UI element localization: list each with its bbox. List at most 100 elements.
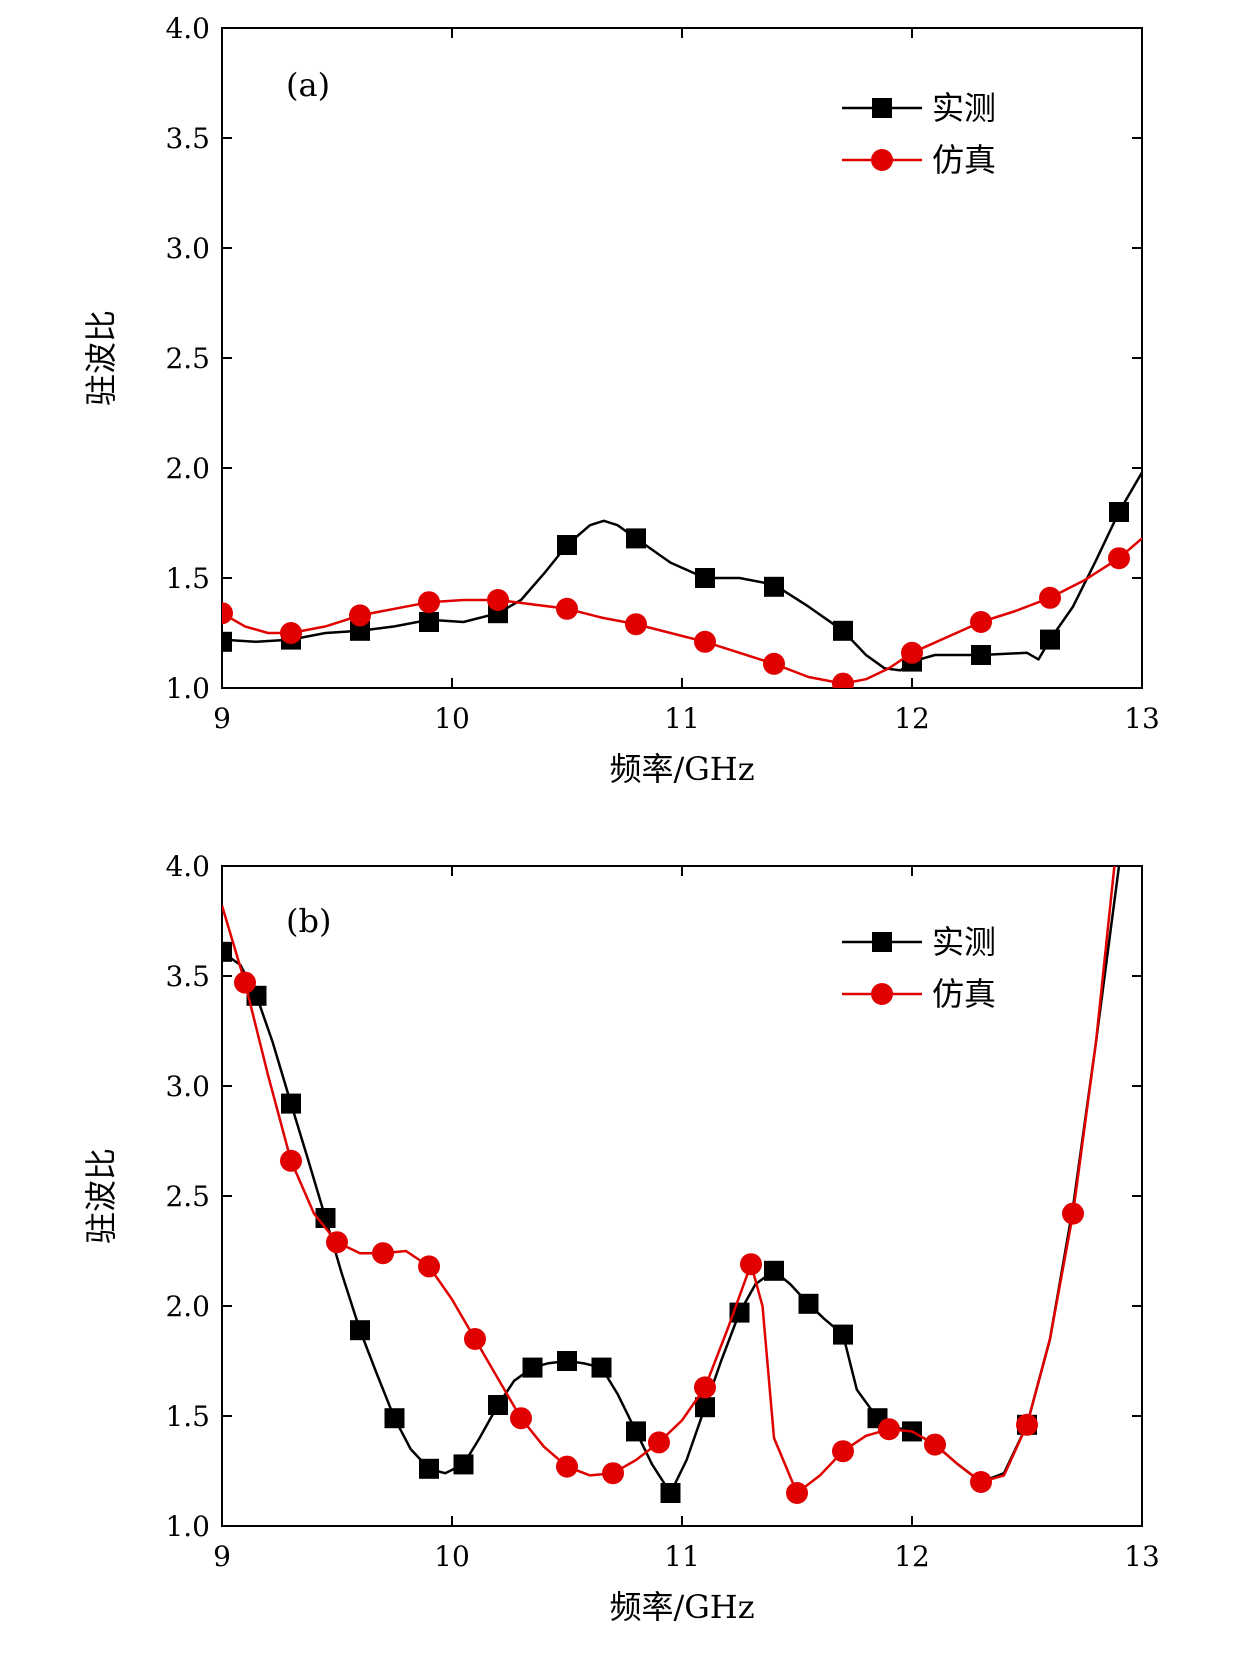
panel-a-x-tick-label: 13 <box>1124 702 1160 735</box>
panel-b-series-measured-point <box>222 941 232 962</box>
panel-b-legend-simulated-label: 仿真 <box>932 975 996 1013</box>
panel-b-series-simulated-point <box>602 1462 624 1485</box>
panel-b-series-measured-point <box>764 1260 784 1281</box>
panel-b-series-simulated-point <box>878 1418 900 1441</box>
panel-a-series-simulated-point <box>222 602 233 625</box>
panel-b-series-simulated-point <box>694 1376 716 1399</box>
panel-a-plot-frame <box>221 27 1143 689</box>
panel-b-series-measured-point <box>833 1324 853 1345</box>
panel-b-y-tick-label: 2.0 <box>165 1290 210 1323</box>
panel-a-series-simulated-point <box>625 613 647 636</box>
panel-b-series-measured-point <box>660 1483 681 1503</box>
panel-b-series-simulated-point <box>970 1471 992 1493</box>
panel-a-x-axis-label: 频率/GHz <box>609 750 754 788</box>
panel-a-y-tick-label: 4.0 <box>165 12 210 45</box>
panel-b-series-simulated-point <box>418 1255 440 1278</box>
panel-b-series-simulated-point <box>648 1431 670 1454</box>
panel-b-y-tick-label: 2.5 <box>165 1180 210 1213</box>
panel-a-series-measured-point <box>222 631 232 652</box>
panel-b-series-simulated-point <box>740 1253 762 1276</box>
panel-a-legend-measured-label: 实测 <box>932 89 996 127</box>
panel-a-series-measured-point <box>833 620 853 641</box>
panel-a-y-tick-label: 2.5 <box>165 342 210 375</box>
panel-a-series-simulated-point <box>418 591 440 614</box>
panel-b-series-measured-point <box>695 1397 715 1418</box>
panel-a-series-measured-point <box>695 568 715 588</box>
chart-panel-b: 9 10 11 12 13 1.0 1.5 2.0 2.5 3.0 3.5 4.0 频率/GHz 驻波比 (… <box>82 850 1160 1626</box>
panel-a-series-simulated-point <box>280 622 302 644</box>
panel-b-series-simulated-point <box>280 1149 302 1172</box>
panel-b-x-tick-label: 10 <box>434 1540 470 1573</box>
panel-b-series-measured-point <box>522 1357 543 1378</box>
panel-b-series-simulated-point <box>556 1455 578 1478</box>
panel-a-x-tick-label: 12 <box>894 702 930 735</box>
panel-a-series-simulated-point <box>970 611 992 633</box>
panel-b-series-simulated-point <box>326 1231 348 1254</box>
panel-b-y-tick-label: 1.0 <box>165 1510 210 1543</box>
panel-b-series-simulated-point <box>924 1433 946 1456</box>
panel-b-x-tick-label: 12 <box>894 1540 930 1573</box>
panel-b-series-measured-point <box>419 1458 439 1479</box>
panel-a-legend-simulated-marker <box>871 149 893 171</box>
panel-b-series-measured-point <box>626 1421 646 1442</box>
panel-a-series-simulated-point <box>349 604 371 627</box>
panel-b-series-measured-point <box>350 1320 370 1341</box>
panel-a-y-tick-label: 2.0 <box>165 452 210 485</box>
panel-a-y-tick-label: 3.5 <box>165 122 210 155</box>
panel-b-series-simulated-point <box>464 1328 486 1350</box>
panel-b-x-tick-label: 13 <box>1124 1540 1160 1573</box>
panel-a-x-tick-label: 11 <box>664 702 700 735</box>
panel-b-series-simulated-point <box>1016 1413 1038 1436</box>
panel-b-series-simulated-point <box>510 1407 532 1430</box>
panel-b-legend-measured-label: 实测 <box>932 923 996 961</box>
panel-a-series-measured-point <box>1040 629 1060 650</box>
panel-b-y-tick-label: 3.0 <box>165 1070 210 1103</box>
panel-a-series-simulated-point <box>487 589 509 611</box>
panel-b-x-tick-label: 9 <box>213 1540 231 1573</box>
panel-a-legend-measured-marker <box>872 98 892 118</box>
panel-b-plot-frame <box>221 865 1143 1527</box>
panel-b-data-area <box>222 866 1121 1504</box>
panel-b-y-tick-label: 1.5 <box>165 1400 210 1433</box>
panel-a-series-simulated-point <box>1039 586 1061 609</box>
panel-a-series-simulated-point <box>556 597 578 620</box>
panel-a-legend-simulated-label: 仿真 <box>932 141 996 179</box>
panel-b-series-measured-point <box>591 1357 612 1378</box>
panel-b-x-axis-label: 频率/GHz <box>609 1588 754 1626</box>
panel-b-x-tick-label: 11 <box>664 1540 700 1573</box>
panel-b-series-measured-point <box>488 1395 508 1415</box>
panel-a-series-simulated-point <box>694 630 716 653</box>
panel-b-y-tick-label: 4.0 <box>165 850 210 883</box>
panel-a-series-measured-point <box>1109 502 1129 522</box>
panel-a-y-axis-label: 驻波比 <box>82 310 120 406</box>
panel-a-y-tick-label: 1.0 <box>165 672 210 705</box>
chart-panel-a: 9 10 11 12 13 1.0 1.5 2.0 2.5 3.0 3.5 4.0 频率/GHz 驻波比 (… <box>82 12 1160 788</box>
panel-a-series-simulated-point <box>832 672 854 688</box>
panel-b-y-axis-label: 驻波比 <box>82 1148 120 1244</box>
panel-b-series-simulated-point <box>234 971 256 994</box>
panel-a-y-tick-label: 3.0 <box>165 232 210 265</box>
panel-a-data-area <box>222 471 1142 688</box>
panel-b-series-measured-point <box>557 1351 577 1371</box>
panel-a-series-measured-point <box>764 576 784 597</box>
panel-b-legend-simulated-marker <box>871 983 893 1005</box>
panel-a-series-measured-point <box>419 612 439 632</box>
panel-a-x-tick-label: 10 <box>434 702 470 735</box>
panel-a-label: (a) <box>286 66 330 104</box>
panel-a-series-measured-point <box>350 620 370 641</box>
panel-b-series-simulated-point <box>372 1242 394 1265</box>
panel-a-series-measured-point <box>557 535 577 555</box>
panel-a-series-measured-point <box>626 528 646 549</box>
panel-a-x-tick-label: 9 <box>213 702 231 735</box>
panel-b-series-measured-point <box>798 1293 819 1314</box>
panel-b-label: (b) <box>286 902 331 940</box>
panel-a-series-simulated-point <box>763 652 785 675</box>
panel-a-series-simulated-point <box>901 641 923 664</box>
panel-b-series-measured-point <box>281 1093 301 1114</box>
panel-b-series-simulated-point <box>1062 1202 1084 1225</box>
panel-b-series-simulated-point <box>832 1440 854 1463</box>
panel-a-series-measured-point <box>971 645 991 665</box>
panel-b-series-measured-point <box>384 1408 405 1429</box>
panel-a-y-tick-label: 1.5 <box>165 562 210 595</box>
